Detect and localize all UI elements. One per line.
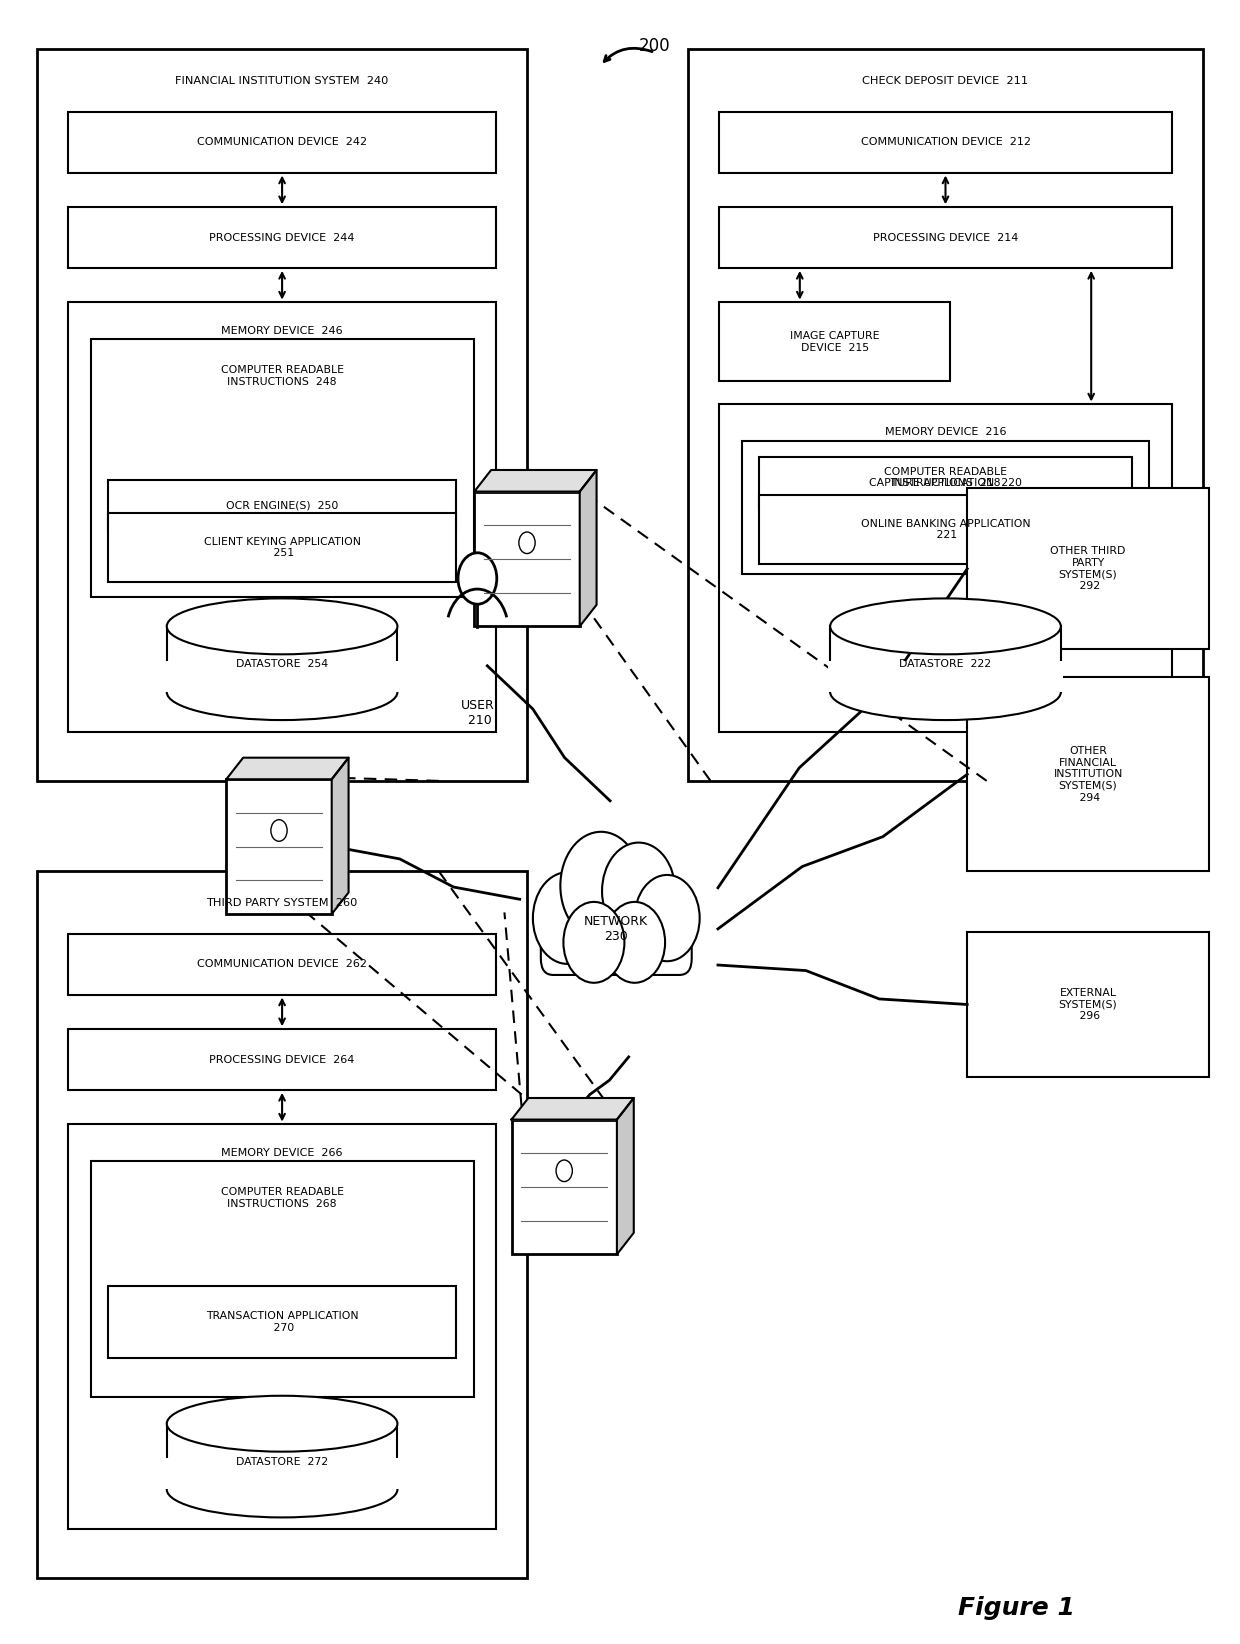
Text: OCR ENGINE(S)  250: OCR ENGINE(S) 250 [226,500,339,511]
Circle shape [603,843,676,940]
Text: OTHER
FINANCIAL
INSTITUTION
SYSTEM(S)
 294: OTHER FINANCIAL INSTITUTION SYSTEM(S) 29… [1054,746,1122,802]
Circle shape [458,552,497,605]
Text: CHECK DEPOSIT DEVICE  211: CHECK DEPOSIT DEVICE 211 [863,76,1028,85]
Polygon shape [579,470,596,626]
FancyBboxPatch shape [719,404,1172,732]
Text: DATASTORE  254: DATASTORE 254 [236,659,329,669]
Text: ONLINE BANKING APPLICATION
 221: ONLINE BANKING APPLICATION 221 [861,518,1030,541]
FancyBboxPatch shape [68,1124,496,1529]
FancyBboxPatch shape [967,677,1209,871]
Text: COMPUTER READABLE
INSTRUCTIONS  248: COMPUTER READABLE INSTRUCTIONS 248 [221,365,343,386]
Text: CAPTURE APPLICATION  220: CAPTURE APPLICATION 220 [869,477,1022,488]
Circle shape [533,873,603,963]
Ellipse shape [831,598,1061,654]
FancyBboxPatch shape [719,302,950,381]
FancyBboxPatch shape [759,457,1132,508]
FancyBboxPatch shape [541,891,692,975]
FancyBboxPatch shape [108,513,456,582]
Text: EXTERNAL
SYSTEM(S)
 296: EXTERNAL SYSTEM(S) 296 [1059,988,1117,1021]
Text: COMMUNICATION DEVICE  262: COMMUNICATION DEVICE 262 [197,958,367,970]
FancyBboxPatch shape [68,1029,496,1090]
FancyBboxPatch shape [828,661,1064,692]
Text: COMMUNICATION DEVICE  212: COMMUNICATION DEVICE 212 [861,136,1030,148]
Polygon shape [474,470,596,492]
Circle shape [635,875,699,962]
Polygon shape [618,1098,634,1254]
Circle shape [560,832,642,940]
FancyBboxPatch shape [967,932,1209,1077]
Circle shape [604,903,665,983]
Polygon shape [226,758,348,779]
Circle shape [518,533,536,554]
FancyBboxPatch shape [759,495,1132,564]
Ellipse shape [167,598,397,654]
Polygon shape [512,1098,634,1120]
FancyBboxPatch shape [166,626,397,692]
Text: MEMORY DEVICE  246: MEMORY DEVICE 246 [221,326,343,335]
Circle shape [556,1161,573,1182]
Text: PROCESSING DEVICE  244: PROCESSING DEVICE 244 [210,232,355,243]
Text: TRANSACTION APPLICATION
 270: TRANSACTION APPLICATION 270 [206,1310,358,1333]
FancyBboxPatch shape [37,871,527,1578]
FancyBboxPatch shape [68,302,496,732]
FancyBboxPatch shape [967,488,1209,649]
FancyBboxPatch shape [742,441,1149,574]
Text: NETWORK
230: NETWORK 230 [584,914,649,944]
FancyBboxPatch shape [68,934,496,995]
Text: Figure 1: Figure 1 [959,1596,1075,1619]
Text: COMPUTER READABLE
INSTRUCTIONS  218: COMPUTER READABLE INSTRUCTIONS 218 [884,467,1007,488]
FancyBboxPatch shape [226,779,332,914]
Text: CLIENT KEYING APPLICATION
 251: CLIENT KEYING APPLICATION 251 [203,536,361,559]
FancyBboxPatch shape [719,207,1172,268]
FancyBboxPatch shape [108,480,456,531]
Text: PROCESSING DEVICE  264: PROCESSING DEVICE 264 [210,1054,355,1065]
FancyBboxPatch shape [164,661,399,692]
FancyBboxPatch shape [831,626,1061,692]
Text: FINANCIAL INSTITUTION SYSTEM  240: FINANCIAL INSTITUTION SYSTEM 240 [175,76,389,85]
FancyBboxPatch shape [512,1120,618,1254]
Polygon shape [332,758,348,914]
FancyBboxPatch shape [91,339,474,597]
FancyBboxPatch shape [164,1458,399,1489]
FancyBboxPatch shape [91,1161,474,1397]
Ellipse shape [167,1396,397,1452]
FancyBboxPatch shape [474,492,580,626]
Text: 200: 200 [639,38,671,54]
Circle shape [270,820,288,842]
FancyBboxPatch shape [68,112,496,173]
FancyBboxPatch shape [719,112,1172,173]
Text: DATASTORE  222: DATASTORE 222 [899,659,992,669]
Text: IMAGE CAPTURE
DEVICE  215: IMAGE CAPTURE DEVICE 215 [790,330,879,353]
Text: THIRD PARTY SYSTEM  260: THIRD PARTY SYSTEM 260 [206,898,358,907]
FancyBboxPatch shape [108,1286,456,1358]
Text: COMPUTER READABLE
INSTRUCTIONS  268: COMPUTER READABLE INSTRUCTIONS 268 [221,1187,343,1208]
Text: PROCESSING DEVICE  214: PROCESSING DEVICE 214 [873,232,1018,243]
Ellipse shape [831,664,1061,720]
Circle shape [563,903,625,983]
Text: MEMORY DEVICE  216: MEMORY DEVICE 216 [885,427,1006,437]
Ellipse shape [167,1462,397,1517]
Text: DATASTORE  272: DATASTORE 272 [236,1457,329,1466]
Ellipse shape [167,664,397,720]
FancyBboxPatch shape [688,49,1203,781]
FancyBboxPatch shape [37,49,527,781]
Text: OTHER THIRD
PARTY
SYSTEM(S)
 292: OTHER THIRD PARTY SYSTEM(S) 292 [1050,546,1126,592]
FancyBboxPatch shape [166,1424,397,1489]
Text: USER
 210: USER 210 [460,699,495,727]
Text: MEMORY DEVICE  266: MEMORY DEVICE 266 [222,1148,342,1157]
Text: COMMUNICATION DEVICE  242: COMMUNICATION DEVICE 242 [197,136,367,148]
FancyBboxPatch shape [68,207,496,268]
